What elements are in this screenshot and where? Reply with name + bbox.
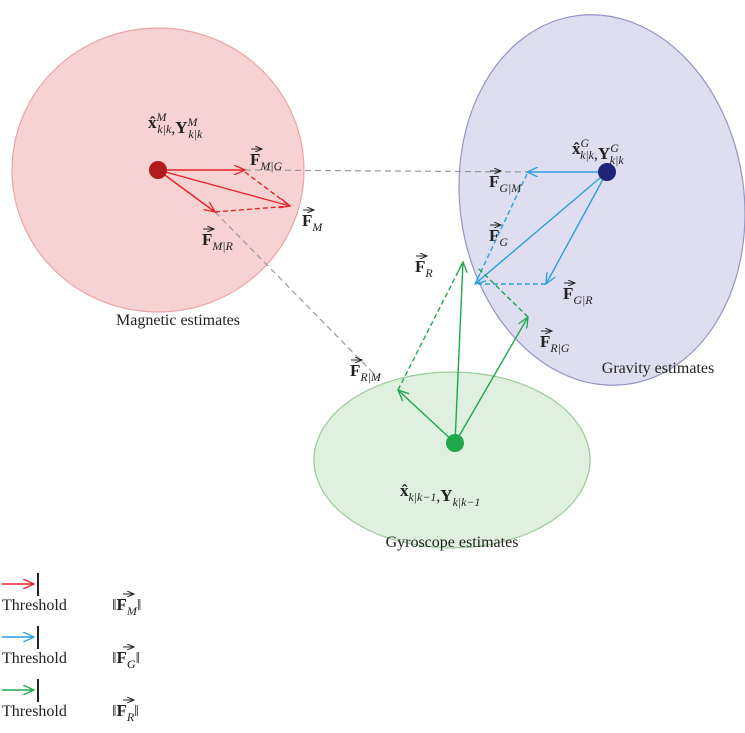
math-sub: R|M xyxy=(359,370,382,384)
norm-delim: ‖ xyxy=(137,597,142,614)
vector-label: FR|M xyxy=(350,361,382,384)
arrow xyxy=(546,171,608,284)
math-sub: G|R xyxy=(573,293,593,307)
vector-label: FG|M xyxy=(489,172,522,195)
gyroscope-state xyxy=(446,434,464,452)
dots xyxy=(149,161,616,452)
green-arrows xyxy=(397,261,529,444)
math-sub: M|R xyxy=(211,239,233,253)
connector xyxy=(214,211,379,379)
legend-label: Threshold xyxy=(2,597,67,614)
state-label: x̂G k|k,YG k|k xyxy=(572,136,624,167)
math-sup: G xyxy=(610,141,619,155)
math-base: F xyxy=(302,211,312,230)
math-base: F xyxy=(117,701,127,720)
math-sub: G|M xyxy=(499,181,522,195)
state-label: x̂M k|k,YM k|k xyxy=(148,110,203,141)
vector-label: FG xyxy=(489,226,508,249)
math-base: Y xyxy=(440,486,452,505)
math-base: F xyxy=(250,150,260,169)
separator: , xyxy=(594,146,598,163)
magnetic-state xyxy=(149,161,167,179)
vector-label: FG|R xyxy=(563,284,593,307)
math-base: F xyxy=(540,332,550,351)
math-sub: M xyxy=(311,220,323,234)
math-base: F xyxy=(563,284,573,303)
math-base: F xyxy=(117,595,127,614)
region-label: Gravity estimates xyxy=(602,360,714,377)
math-sub: R xyxy=(424,266,433,280)
gravity-region xyxy=(458,14,745,386)
math-base: x̂ xyxy=(572,139,581,158)
math-sub: M xyxy=(126,604,138,618)
math-base: F xyxy=(202,230,212,249)
vector-label: FR|G xyxy=(540,332,570,355)
region-label: Magnetic estimates xyxy=(116,312,240,329)
math-base: F xyxy=(489,226,499,245)
norm-delim: ‖ xyxy=(112,650,117,667)
math-sup: M xyxy=(156,110,168,124)
math-sub: R xyxy=(126,710,135,724)
legend-label: Threshold xyxy=(2,703,67,720)
regions xyxy=(11,14,745,549)
vector-label: FR xyxy=(415,257,433,280)
legend-marks xyxy=(2,573,39,702)
arrow xyxy=(398,390,456,444)
norm-delim: ‖ xyxy=(136,650,141,667)
arrow xyxy=(454,317,528,444)
legend-norm: ‖FM‖ xyxy=(112,595,141,618)
math-base: Y xyxy=(598,144,610,163)
gravity-state xyxy=(598,163,616,181)
arrow xyxy=(474,173,528,285)
separator: , xyxy=(436,488,440,505)
math-sub: k|k−1 xyxy=(453,495,481,509)
vector-label: FM|R xyxy=(202,230,234,253)
math-sub: G xyxy=(127,657,136,671)
math-sub: k|k xyxy=(157,122,172,136)
legend-norm: ‖FG‖ xyxy=(112,648,140,671)
blue-arrows xyxy=(474,171,608,285)
gyroscope-region xyxy=(313,371,591,549)
math-sup: G xyxy=(581,136,590,150)
legend-label: Threshold xyxy=(2,650,67,667)
arrow xyxy=(397,261,464,391)
math-sub: R|G xyxy=(549,341,570,355)
math-base: x̂ xyxy=(148,113,157,132)
math-sub: G xyxy=(499,235,508,249)
red-arrows xyxy=(157,169,291,213)
arrow xyxy=(157,169,290,206)
math-base: Y xyxy=(175,118,187,137)
arrow xyxy=(244,171,291,207)
math-base: F xyxy=(489,172,499,191)
math-base: F xyxy=(350,361,360,380)
norm-delim: ‖ xyxy=(112,703,117,720)
vector-label: FM xyxy=(302,211,323,234)
state-label: x̂k|k−1,Yk|k−1 xyxy=(400,481,480,509)
arrow xyxy=(157,169,215,212)
math-sub: M|G xyxy=(259,159,282,173)
math-base: F xyxy=(415,257,425,276)
norm-delim: ‖ xyxy=(134,703,139,720)
math-sup: M xyxy=(187,115,199,129)
legend-norm: ‖FR‖ xyxy=(112,701,139,724)
math-sub: k|k xyxy=(580,148,595,162)
region-label: Gyroscope estimates xyxy=(386,534,519,551)
norm-delim: ‖ xyxy=(112,597,117,614)
arrow xyxy=(214,205,291,213)
arrow xyxy=(475,171,608,284)
math-base: x̂ xyxy=(400,481,409,500)
connectors xyxy=(214,169,531,379)
math-sub: k|k xyxy=(610,153,625,167)
arrow xyxy=(454,262,463,444)
arrow xyxy=(477,267,529,318)
math-base: F xyxy=(117,648,127,667)
math-sub: k|k xyxy=(188,127,203,141)
vector-label: FM|G xyxy=(250,150,283,173)
math-sub: k|k−1 xyxy=(409,490,437,504)
separator: , xyxy=(171,120,175,137)
connector xyxy=(244,169,531,173)
